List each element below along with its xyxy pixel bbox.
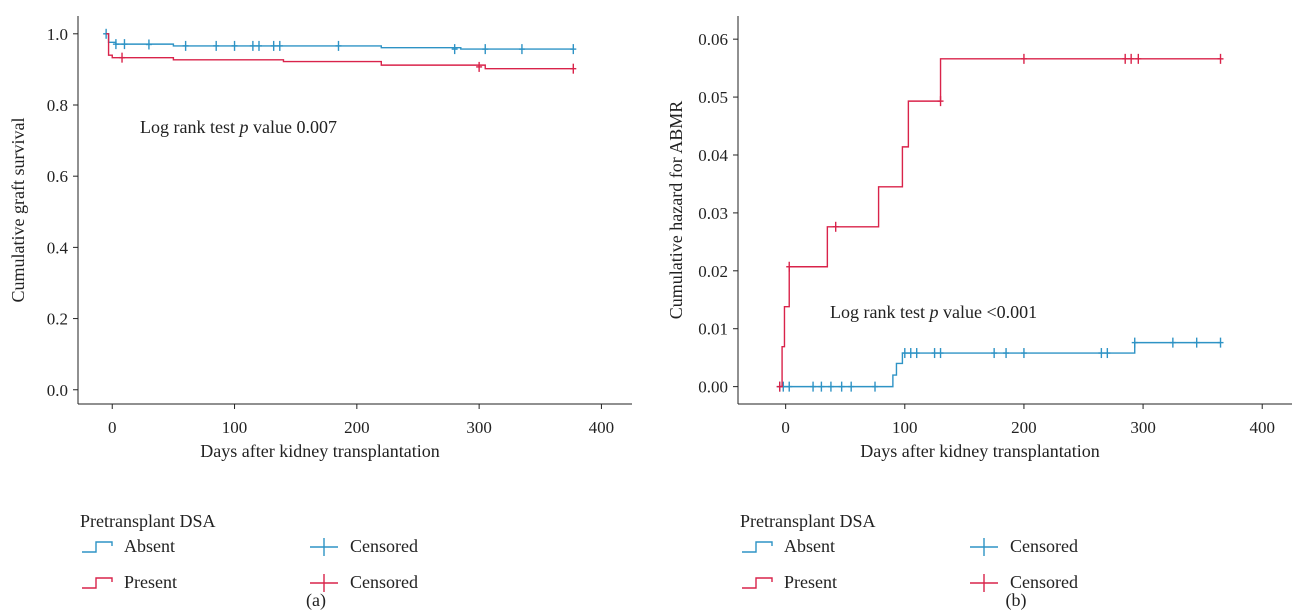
y-tick-label: 0.8 [47,96,68,115]
log-rank-annotation: Log rank test p value <0.001 [830,302,1037,322]
legend-censored-label: Censored [350,572,418,592]
y-axis-label: Cumulative hazard for ABMR [666,101,686,319]
legend-label-present: Present [124,572,177,592]
legend-censored-label: Censored [350,536,418,556]
x-tick-label: 300 [1130,418,1156,437]
y-tick-label: 0.02 [698,262,728,281]
annotation-p: p [927,302,938,322]
x-tick-label: 100 [222,418,248,437]
series-line-present [106,33,574,70]
y-tick-label: 0.4 [47,238,69,257]
y-tick-label: 0.01 [698,320,728,339]
legend-title: Pretransplant DSA [80,511,215,531]
y-tick-label: 1.0 [47,25,68,44]
legend-step-swatch-absent [82,541,113,553]
y-tick-label: 0.00 [698,378,728,397]
annotation-suffix: value 0.007 [248,117,336,137]
x-tick-label: 300 [466,418,492,437]
legend-step-swatch-present [742,577,773,589]
y-tick-label: 0.03 [698,204,728,223]
panel-a: 0 100 200 300 400 0.0 0.2 0.4 0.6 0.8 1.0 Days afte… [8,16,632,611]
y-tick-label: 0.05 [698,88,728,107]
legend-title: Pretransplant DSA [740,511,875,531]
x-axis-label: Days after kidney transplantation [860,441,1099,461]
series-line-absent [779,341,1221,388]
legend-censored-label: Censored [1010,572,1078,592]
legend-step-swatch-absent [742,541,773,553]
log-rank-annotation: Log rank test p value 0.007 [140,117,337,137]
x-tick-label: 100 [892,418,918,437]
x-tick-label: 400 [1249,418,1275,437]
legend-label-absent: Absent [784,536,835,556]
y-tick-label: 0.04 [698,146,728,165]
panel-label: (b) [1006,590,1027,611]
legend-label-present: Present [784,572,837,592]
panel-b: 0 100 200 300 400 0.00 0.01 0.02 0.03 0.04 0.05 0.0… [666,16,1292,611]
annotation-prefix: Log rank test [140,117,239,137]
legend-step-swatch-present [82,577,113,589]
x-tick-label: 400 [589,418,615,437]
annotation-p: p [237,117,248,137]
x-tick-label: 0 [108,418,117,437]
x-axis-label: Days after kidney transplantation [200,441,439,461]
series-line-present [779,58,1221,388]
legend-label-absent: Absent [124,536,175,556]
annotation-suffix: value <0.001 [938,302,1037,322]
panel-label: (a) [306,590,326,611]
x-tick-label: 200 [1011,418,1037,437]
x-tick-label: 200 [344,418,370,437]
y-tick-label: 0.06 [698,30,728,49]
x-tick-label: 0 [781,418,790,437]
y-tick-label: 0.2 [47,310,68,329]
y-tick-label: 0.0 [47,381,68,400]
y-axis-label: Cumulative graft survival [8,118,28,303]
legend-censored-label: Censored [1010,536,1078,556]
y-tick-label: 0.6 [47,167,68,186]
series-line-absent [106,33,574,50]
annotation-prefix: Log rank test [830,302,929,322]
